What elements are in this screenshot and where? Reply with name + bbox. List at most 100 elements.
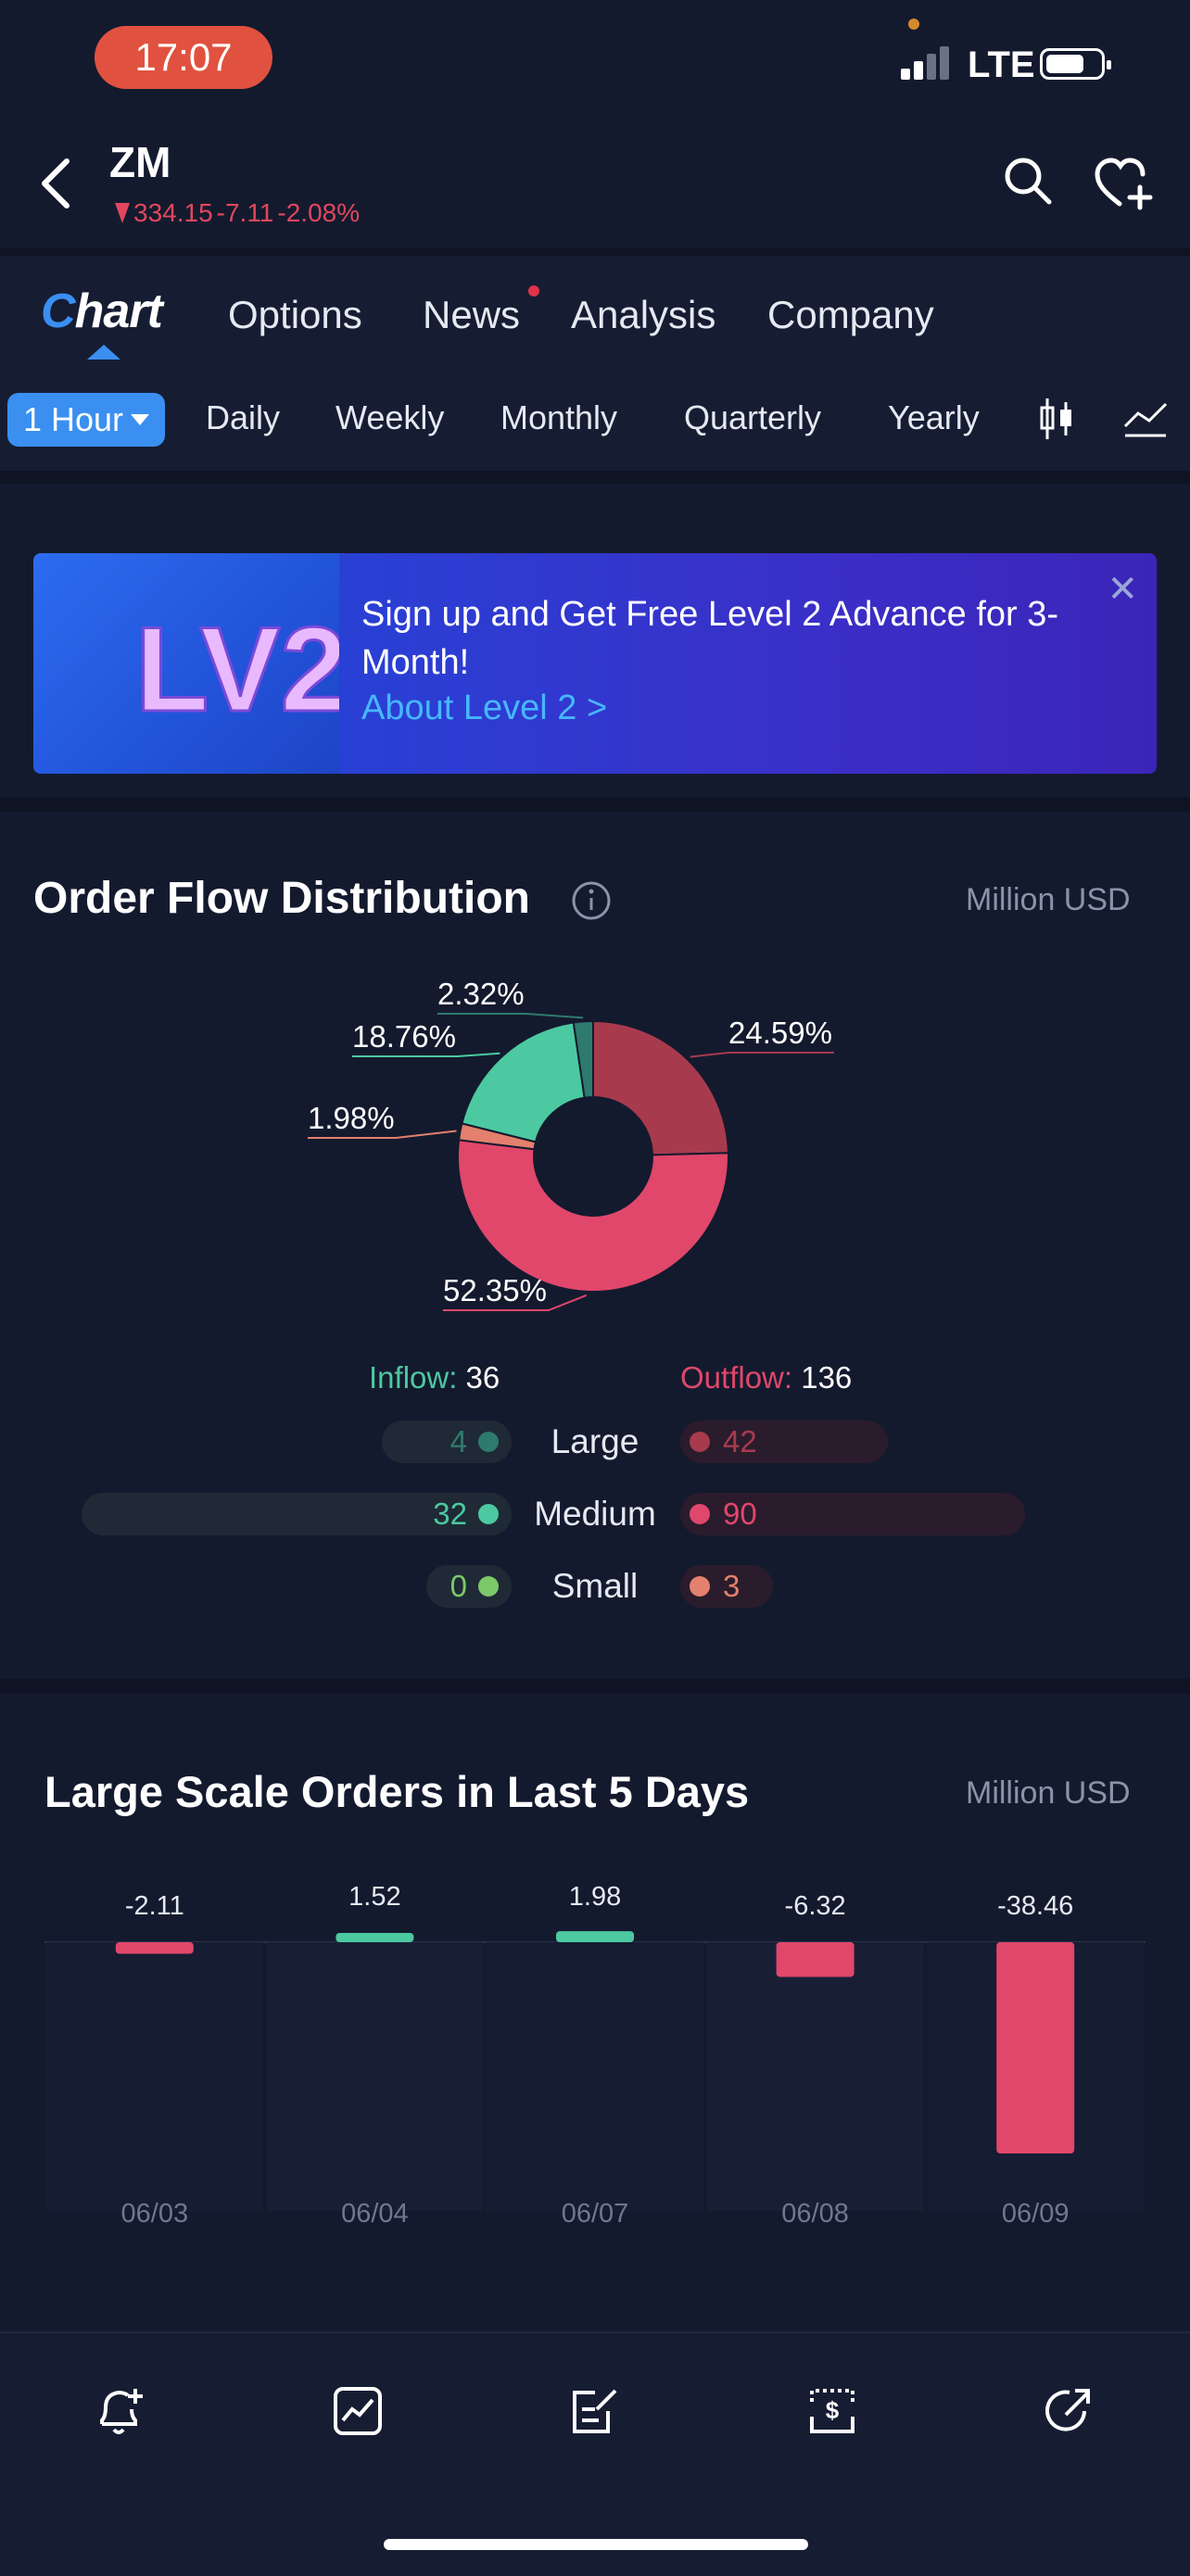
large-orders-title: Large Scale Orders in Last 5 Days bbox=[44, 1767, 750, 1816]
caret-down-icon bbox=[131, 414, 150, 425]
price-change: -7.11 bbox=[216, 198, 274, 227]
bar-column-bg bbox=[487, 1942, 703, 2211]
notes-edit-icon[interactable] bbox=[567, 2383, 623, 2439]
home-indicator bbox=[384, 2539, 808, 2550]
share-icon[interactable] bbox=[1042, 2383, 1097, 2439]
period-monthly[interactable]: Monthly bbox=[500, 398, 618, 436]
search-icon[interactable] bbox=[1003, 156, 1055, 208]
network-type: LTE bbox=[968, 44, 1035, 85]
bar bbox=[556, 1931, 634, 1942]
trade-chart-icon[interactable] bbox=[330, 2383, 386, 2439]
inflow-label: Inflow: bbox=[369, 1360, 458, 1395]
svg-text:$: $ bbox=[826, 2396, 840, 2424]
bar-value-label: -6.32 bbox=[785, 1891, 846, 1921]
outflow-dot bbox=[690, 1576, 710, 1597]
period-quarterly[interactable]: Quarterly bbox=[684, 398, 822, 436]
bar bbox=[335, 1933, 414, 1942]
about-level2-link[interactable]: About Level 2 > bbox=[361, 688, 608, 727]
pie-slice-label: 52.35% bbox=[443, 1273, 547, 1307]
pie-slice-label: 2.32% bbox=[437, 977, 525, 1011]
pie-leader-line bbox=[352, 1052, 500, 1057]
bar-column-bg bbox=[266, 1942, 484, 2211]
news-notification-dot bbox=[528, 285, 539, 297]
inflow-bar bbox=[82, 1493, 512, 1535]
large-orders-unit: Million USD bbox=[966, 1775, 1131, 1811]
bottom-toolbar bbox=[0, 2331, 1190, 2576]
price-quote: 334.15 -7.11 -2.08% bbox=[115, 198, 360, 228]
pie-leader-line bbox=[443, 1294, 588, 1311]
last-price: 334.15 bbox=[133, 198, 213, 227]
pie-leader-line bbox=[308, 1130, 457, 1139]
outflow-summary: Outflow: 136 bbox=[680, 1360, 852, 1395]
outflow-dot bbox=[690, 1432, 710, 1452]
pie-leader-line bbox=[437, 1013, 584, 1019]
bar-category-label: 06/08 bbox=[781, 2199, 849, 2229]
inflow-dot bbox=[478, 1432, 499, 1452]
inflow-total: 36 bbox=[465, 1360, 500, 1395]
bar-category-label: 06/07 bbox=[562, 2199, 629, 2229]
inflow-value: 4 bbox=[449, 1424, 467, 1458]
pie-slice-label: 24.59% bbox=[728, 1016, 832, 1050]
lv2-logo: LV2 bbox=[33, 553, 348, 774]
pie-slice-label: 18.76% bbox=[352, 1019, 456, 1054]
candlestick-icon[interactable] bbox=[1038, 397, 1077, 441]
lv2-logo-text: LV2 bbox=[135, 601, 339, 737]
back-arrow-icon[interactable] bbox=[37, 156, 74, 211]
order-size-label: Medium bbox=[534, 1495, 656, 1533]
period-1-hour-dropdown[interactable]: 1 Hour bbox=[7, 393, 165, 447]
banner-text: Sign up and Get Free Level 2 Advance for… bbox=[361, 595, 1059, 682]
info-icon[interactable] bbox=[571, 880, 612, 921]
ticker-symbol: ZM bbox=[109, 138, 171, 186]
outflow-bar bbox=[680, 1493, 1025, 1535]
bar-column-bg bbox=[46, 1942, 263, 2211]
outflow-value: 42 bbox=[723, 1424, 757, 1458]
pie-slice bbox=[457, 1139, 729, 1293]
bar bbox=[996, 1942, 1075, 2153]
add-to-watchlist-icon[interactable] bbox=[1094, 156, 1153, 211]
price-change-pct: -2.08% bbox=[277, 198, 361, 227]
inflow-summary: Inflow: 36 bbox=[369, 1360, 500, 1395]
outflow-total: 136 bbox=[801, 1360, 853, 1395]
period-yearly[interactable]: Yearly bbox=[888, 398, 980, 436]
level2-promo-banner[interactable]: LV2 Sign up and Get Free Level 2 Advance… bbox=[33, 553, 1157, 774]
inflow-dot bbox=[478, 1504, 499, 1524]
bar bbox=[115, 1942, 194, 1954]
tab-chart[interactable]: Chart bbox=[41, 284, 163, 338]
bar-value-label: -2.11 bbox=[125, 1891, 184, 1921]
outflow-label: Outflow: bbox=[680, 1360, 793, 1395]
status-time: 17:07 bbox=[95, 26, 272, 89]
tab-company[interactable]: Company bbox=[767, 293, 934, 336]
close-banner-icon[interactable]: ✕ bbox=[1107, 569, 1138, 610]
pie-slice bbox=[592, 1019, 729, 1156]
order-flow-title: Order Flow Distribution bbox=[33, 874, 530, 923]
inflow-dot bbox=[478, 1576, 499, 1597]
down-arrow-icon bbox=[115, 203, 130, 223]
bar-category-label: 06/04 bbox=[341, 2199, 409, 2229]
privacy-indicator bbox=[908, 19, 919, 30]
order-size-label: Large bbox=[551, 1422, 639, 1460]
inflow-value: 32 bbox=[433, 1496, 467, 1531]
outflow-bar bbox=[680, 1421, 888, 1463]
pie-slice bbox=[461, 1021, 586, 1143]
bar bbox=[776, 1942, 855, 1977]
battery-icon bbox=[1040, 48, 1111, 80]
signal-icon bbox=[901, 46, 949, 80]
pie-leader-line bbox=[690, 1052, 834, 1058]
inflow-value: 0 bbox=[449, 1569, 467, 1603]
tab-news[interactable]: News bbox=[423, 293, 521, 336]
period-weekly[interactable]: Weekly bbox=[335, 398, 445, 436]
outflow-value: 3 bbox=[723, 1569, 741, 1603]
indicator-icon[interactable] bbox=[1123, 398, 1168, 439]
period-active-label: 1 Hour bbox=[22, 400, 124, 438]
period-selector: 1 Hour Daily Weekly Monthly Quarterly Ye… bbox=[0, 361, 1190, 484]
bar-category-label: 06/03 bbox=[121, 2199, 189, 2229]
bar-column-bg bbox=[706, 1942, 924, 2211]
section-divider bbox=[0, 797, 1190, 812]
period-daily[interactable]: Daily bbox=[206, 398, 281, 436]
bar-value-label: 1.98 bbox=[569, 1882, 621, 1912]
tab-analysis[interactable]: Analysis bbox=[571, 293, 716, 336]
add-alert-bell-icon[interactable] bbox=[93, 2383, 148, 2439]
tab-options[interactable]: Options bbox=[228, 293, 362, 336]
large-orders-bar-chart: -2.11 06/03 1.52 06/04 1.98 06/07 -6.32 06/08 -3… bbox=[44, 1882, 1146, 2229]
dollar-payment-icon[interactable]: $ bbox=[804, 2383, 860, 2439]
